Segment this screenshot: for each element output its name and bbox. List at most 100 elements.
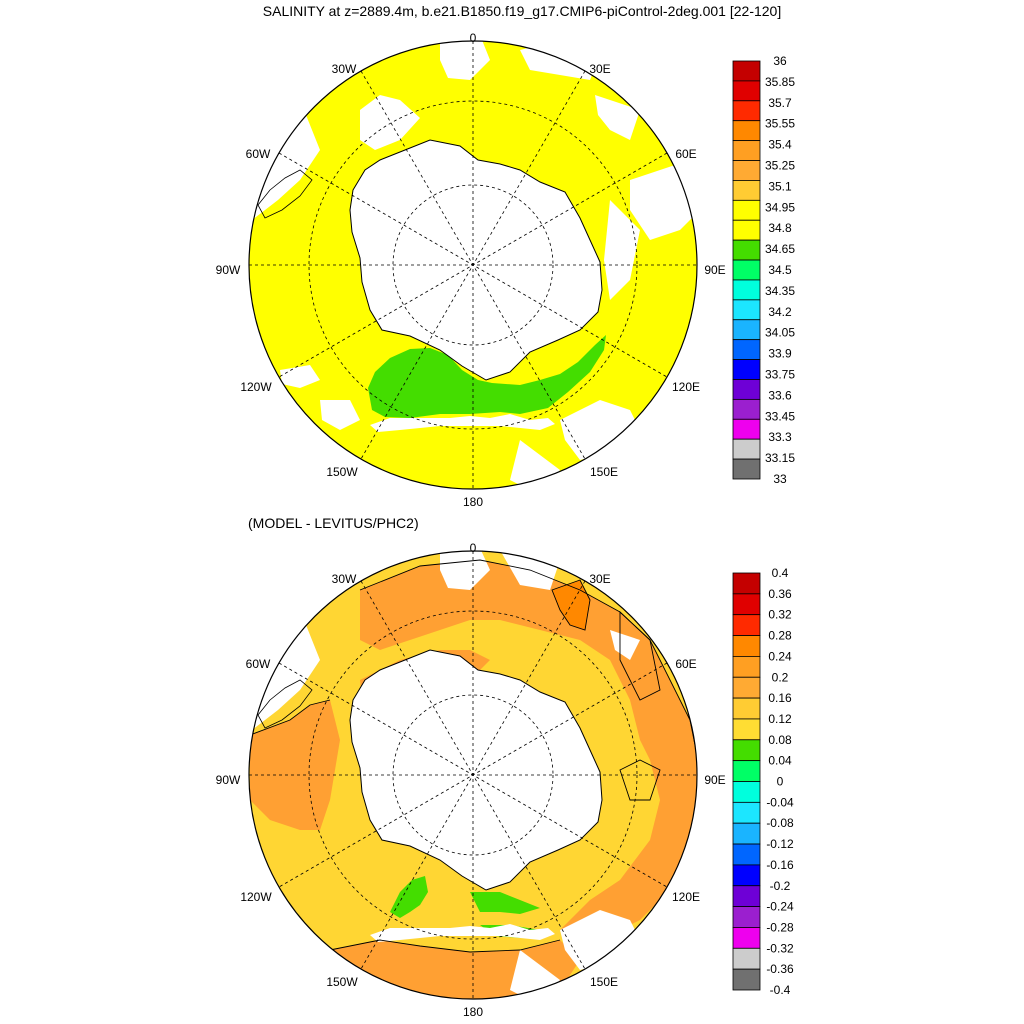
- colorbar-label: 0.4: [772, 566, 789, 580]
- colorbar-label: 34.5: [768, 263, 792, 277]
- colorbar-box: [732, 259, 761, 281]
- colorbar-box: [732, 319, 761, 341]
- salinity-field-green: [368, 335, 606, 418]
- colorbar-label: -0.04: [766, 795, 794, 809]
- lon-label-90w: 90W: [216, 773, 241, 787]
- colorbar-box: [732, 656, 761, 678]
- lon-label-30w: 30W: [332, 572, 357, 586]
- colorbar-box: [732, 80, 761, 102]
- lon-label-60e: 60E: [675, 657, 696, 671]
- colorbar-box: [732, 760, 761, 782]
- colorbar-box: [732, 100, 761, 122]
- colorbar-label: 35.25: [765, 159, 795, 173]
- colorbar-box: [732, 843, 761, 866]
- colorbar-box: [732, 359, 761, 380]
- colorbar-box: [732, 219, 761, 241]
- south-america-coastline: [257, 169, 313, 219]
- colorbar-label: -0.32: [766, 941, 794, 955]
- colorbar-label: 34.05: [765, 326, 795, 340]
- lon-labels: 0 30E 60E 90E 120E 150E 180 150W 120W 90…: [216, 31, 726, 509]
- colorbar-box: [732, 822, 761, 845]
- colorbar-box: [732, 279, 761, 301]
- colorbar-box: [732, 339, 761, 360]
- lon-label-60w: 60W: [246, 657, 271, 671]
- colorbar-box: [732, 140, 761, 161]
- contour-lines: [249, 559, 697, 953]
- colorbar-box: [732, 614, 761, 636]
- colorbar-label: 36: [773, 54, 787, 68]
- bottom-map: 0 30E 60E 90E 120E 150E 180 150W 120W 90…: [216, 541, 726, 1019]
- lon-label-30e: 30E: [589, 572, 610, 586]
- colorbar-label: -0.28: [766, 920, 794, 934]
- colorbar-box: [732, 635, 761, 657]
- colorbar-box: [732, 864, 761, 887]
- lon-label-0: 0: [470, 541, 477, 555]
- colorbar-label: 33.45: [765, 409, 795, 423]
- colorbar-label: -0.2: [770, 879, 791, 893]
- lon-label-120w: 120W: [240, 380, 272, 394]
- colorbar-label: 33.9: [768, 347, 792, 361]
- colorbar-box: [732, 927, 761, 949]
- south-america-coastline: [257, 679, 313, 729]
- colorbar-label: 33: [773, 472, 787, 486]
- graticule: [249, 551, 697, 999]
- colorbar-label: 0.24: [768, 649, 792, 663]
- colorbar-label: 0.08: [768, 733, 792, 747]
- colorbar-label: 0: [777, 775, 784, 789]
- colorbar-label: 35.85: [765, 75, 795, 89]
- antarctica-coastline: [349, 649, 603, 891]
- colorbar-label: 33.3: [768, 430, 792, 444]
- lon-label-150w: 150W: [326, 465, 358, 479]
- lon-label-90e: 90E: [704, 773, 725, 787]
- colorbar-box: [732, 593, 761, 616]
- colorbar-box: [732, 418, 761, 440]
- colorbar-box: [732, 676, 761, 699]
- colorbar-label: 0.04: [768, 754, 792, 768]
- colorbar-box: [732, 885, 761, 908]
- colorbar-label: 34.65: [765, 242, 795, 256]
- lon-label-0: 0: [470, 31, 477, 45]
- colorbar-label: 0.2: [772, 670, 789, 684]
- colorbar-box: [732, 458, 761, 480]
- colorbar-box: [732, 299, 761, 321]
- map-boundary: [248, 40, 698, 490]
- colorbar-label: 0.12: [768, 712, 792, 726]
- graticule: [249, 41, 697, 489]
- lon-label-120e: 120E: [672, 380, 700, 394]
- colorbar-box: [732, 739, 761, 762]
- colorbar-box: [732, 718, 761, 741]
- lon-label-90w: 90W: [216, 263, 241, 277]
- colorbar-label: -0.16: [766, 858, 794, 872]
- colorbar-label: 33.75: [765, 368, 795, 382]
- lon-label-150e: 150E: [590, 975, 618, 989]
- lon-label-180: 180: [463, 1005, 483, 1019]
- colorbar-label: -0.4: [770, 983, 791, 997]
- colorbar-label: 35.55: [765, 117, 795, 131]
- top-map: 0 30E 60E 90E 120E 150E 180 150W 120W 90…: [216, 31, 726, 509]
- colorbar-box: [732, 239, 761, 261]
- colorbar-label: 35.1: [768, 179, 792, 193]
- colorbar-box: [732, 572, 761, 595]
- colorbar-box: [732, 947, 761, 970]
- colorbar-label: 35.7: [768, 96, 792, 110]
- colorbar-box: [732, 781, 761, 803]
- colorbar-difference: 0.4 0.36 0.32 0.28 0.24 0.2 0.16 0.12 0.08 0.04 0 -…: [732, 566, 794, 997]
- colorbar-box: [732, 120, 761, 142]
- colorbar-label: 35.4: [768, 138, 792, 152]
- plot-title: SALINITY at z=2889.4m, b.e21.B1850.f19_g…: [263, 3, 781, 19]
- difference-field-dark-orange: [552, 580, 590, 630]
- colorbar-box: [732, 968, 761, 991]
- colorbar-label: 34.95: [765, 200, 795, 214]
- lon-label-120e: 120E: [672, 890, 700, 904]
- lon-label-60w: 60W: [246, 147, 271, 161]
- colorbar-label: 34.35: [765, 284, 795, 298]
- colorbar-label: 0.28: [768, 629, 792, 643]
- lon-label-60e: 60E: [675, 147, 696, 161]
- colorbar-box: [732, 906, 761, 928]
- colorbar-label: 33.6: [768, 388, 792, 402]
- lon-label-180: 180: [463, 495, 483, 509]
- colorbar-box: [732, 697, 761, 720]
- antarctica-coastline: [349, 139, 603, 381]
- colorbar-label: -0.12: [766, 837, 794, 851]
